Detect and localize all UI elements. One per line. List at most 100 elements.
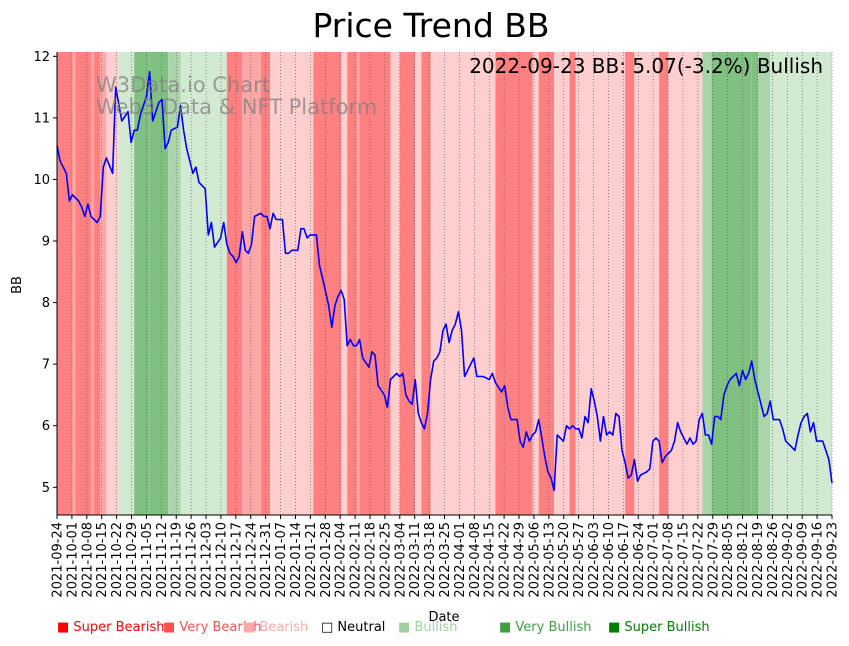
x-tick-label: 2022-05-27 — [572, 522, 587, 598]
y-tick-label: 5 — [42, 481, 50, 496]
x-tick-label: 2021-10-22 — [110, 522, 125, 598]
y-tick-label: 12 — [33, 50, 50, 65]
x-tick-label: 2021-10-15 — [95, 522, 110, 598]
legend-item: ■ Bearish — [243, 620, 308, 635]
legend-swatch-icon: ■ — [608, 620, 625, 635]
regime-band-bearish — [341, 52, 348, 515]
legend-swatch-icon: □ — [321, 620, 338, 635]
x-tick-label: 2022-02-18 — [363, 522, 378, 598]
x-tick-label: 2022-08-19 — [751, 522, 766, 598]
regime-band-bearish — [415, 52, 422, 515]
x-tick-label: 2022-09-02 — [781, 522, 796, 598]
x-tick-label: 2021-12-31 — [259, 522, 274, 598]
x-tick-label: 2022-09-23 — [826, 522, 841, 598]
x-tick-label: 2022-03-25 — [438, 522, 453, 598]
x-tick-label: 2021-12-17 — [229, 522, 244, 598]
x-tick-label: 2022-07-08 — [662, 522, 677, 598]
x-tick-label: 2022-04-22 — [498, 522, 513, 598]
x-tick-label: 2022-08-05 — [721, 522, 736, 598]
legend: ■ Super Bearish ■ Very Bearish ■ Bearish □ … — [0, 620, 849, 640]
y-axis-ticks: 5 6 7 8 9 10 11 12 — [33, 50, 57, 496]
regime-band-very-bullish — [134, 52, 150, 515]
x-tick-label: 2021-09-24 — [51, 522, 66, 598]
x-tick-label: 2022-07-29 — [706, 522, 721, 598]
x-tick-label: 2022-03-11 — [408, 522, 423, 598]
legend-swatch-icon: ■ — [57, 620, 74, 635]
legend-label: Bullish — [414, 620, 458, 635]
legend-item: ■ Very Bullish — [499, 620, 591, 635]
x-tick-label: 2021-10-29 — [125, 522, 140, 598]
regime-band-bullish — [702, 52, 712, 515]
x-tick-label: 2021-11-19 — [170, 522, 185, 598]
legend-label: Super Bullish — [624, 620, 710, 635]
regime-band-super-bearish — [421, 52, 431, 515]
regime-band-very-bearish — [356, 52, 360, 515]
legend-item: □ Neutral — [321, 620, 385, 635]
regime-band-super-bearish — [75, 52, 91, 515]
legend-label: Super Bearish — [73, 620, 165, 635]
legend-swatch-icon: ■ — [499, 620, 516, 635]
x-tick-label: 2022-07-22 — [691, 522, 706, 598]
x-tick-label: 2022-01-28 — [319, 522, 334, 598]
x-tick-label: 2022-06-17 — [617, 522, 632, 598]
x-tick-label: 2022-01-21 — [304, 522, 319, 598]
regime-band-bearish — [575, 52, 626, 515]
y-tick-label: 10 — [33, 173, 50, 188]
x-tick-label: 2022-04-15 — [483, 522, 498, 598]
y-tick-label: 7 — [42, 358, 50, 373]
x-tick-label: 2022-03-04 — [393, 522, 408, 598]
regime-band-super-bearish — [538, 52, 555, 515]
regime-band-very-bullish — [751, 52, 758, 515]
regime-band-bearish — [430, 52, 496, 515]
x-tick-label: 2022-04-01 — [453, 522, 468, 598]
series-line-BB — [56, 70, 833, 492]
regime-band-bearish — [270, 52, 280, 515]
regime-background — [57, 52, 832, 515]
legend-label: Very Bullish — [515, 620, 592, 635]
x-tick-label: 2022-05-06 — [527, 522, 542, 598]
x-tick-label: 2021-10-08 — [80, 522, 95, 598]
y-tick-label: 6 — [42, 419, 50, 434]
x-tick-label: 2022-08-12 — [736, 522, 751, 598]
x-tick-label: 2022-01-14 — [289, 522, 304, 598]
x-tick-label: 2022-08-26 — [766, 522, 781, 598]
regime-band-bearish — [279, 52, 314, 515]
regime-band-super-bearish — [226, 52, 243, 515]
x-tick-label: 2021-11-26 — [185, 522, 200, 598]
legend-item: ■ Very Bearish — [163, 620, 261, 635]
regime-band-bullish — [757, 52, 771, 515]
regime-band-super-bearish — [399, 52, 416, 515]
x-tick-label: 2022-02-04 — [334, 522, 349, 598]
watermark-line-2: Web3 Data & NFT Platform — [96, 95, 377, 119]
x-tick-label: 2021-12-24 — [244, 522, 259, 598]
x-tick-label: 2022-06-03 — [587, 522, 602, 598]
x-tick-label: 2021-12-10 — [214, 522, 229, 598]
y-tick-label: 9 — [42, 235, 50, 250]
regime-band-very-bearish — [242, 52, 261, 515]
regime-band-neutral — [788, 52, 832, 515]
x-axis-label: Date — [428, 610, 459, 625]
x-tick-label: 2022-02-25 — [378, 522, 393, 598]
legend-item: ■ Bullish — [398, 620, 457, 635]
regime-band-bullish — [174, 52, 181, 515]
regime-band-super-bearish — [659, 52, 669, 515]
regime-band-neutral — [118, 52, 135, 515]
x-tick-label: 2021-11-05 — [140, 522, 155, 598]
regime-band-neutral — [770, 52, 789, 515]
regime-band-super-bearish — [94, 52, 101, 515]
legend-swatch-icon: ■ — [398, 620, 415, 635]
x-tick-label: 2022-04-29 — [513, 522, 528, 598]
regime-band-super-bearish — [313, 52, 342, 515]
x-tick-label: 2022-05-20 — [557, 522, 572, 598]
x-tick-label: 2022-06-10 — [602, 522, 617, 598]
regime-band-super-bearish — [57, 52, 73, 515]
regime-band-very-bearish — [72, 52, 76, 515]
x-tick-label: 2022-06-24 — [632, 522, 647, 598]
x-tick-label: 2022-07-01 — [647, 522, 662, 598]
legend-label: Very Bearish — [179, 620, 262, 635]
x-tick-label: 2022-01-07 — [274, 522, 289, 598]
regime-band-very-bullish — [711, 52, 752, 515]
x-tick-label: 2022-04-08 — [468, 522, 483, 598]
regime-band-bearish — [106, 52, 119, 515]
